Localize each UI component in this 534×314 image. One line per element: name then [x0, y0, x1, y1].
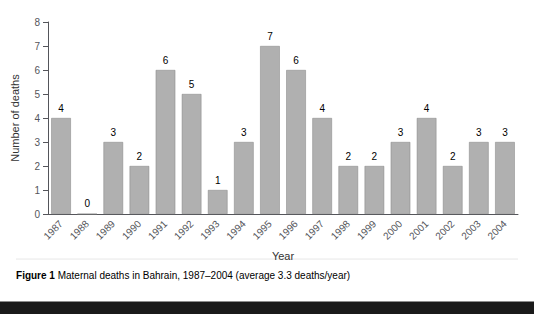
svg-text:2: 2: [372, 151, 378, 162]
svg-text:7: 7: [267, 31, 273, 42]
svg-text:4: 4: [319, 103, 325, 114]
svg-text:2004: 2004: [485, 218, 509, 242]
svg-text:1989: 1989: [94, 218, 118, 242]
svg-text:1: 1: [215, 175, 221, 186]
svg-text:1992: 1992: [172, 218, 196, 242]
svg-text:3: 3: [502, 127, 508, 138]
svg-text:8: 8: [34, 17, 40, 28]
svg-text:1999: 1999: [355, 218, 379, 242]
svg-text:3: 3: [476, 127, 482, 138]
svg-text:2: 2: [345, 151, 351, 162]
svg-text:1998: 1998: [329, 218, 353, 242]
svg-text:5: 5: [34, 89, 40, 100]
svg-text:0: 0: [84, 198, 90, 209]
svg-text:7: 7: [34, 41, 40, 52]
svg-text:1994: 1994: [224, 218, 248, 242]
svg-text:2000: 2000: [381, 218, 405, 242]
svg-text:2: 2: [137, 151, 143, 162]
svg-text:1987: 1987: [41, 218, 65, 242]
svg-text:Maternal deaths in Bahrain, 19: Maternal deaths in Bahrain, 1987–2004 (a…: [58, 270, 350, 281]
svg-text:1995: 1995: [250, 218, 274, 242]
svg-text:Year: Year: [272, 250, 295, 262]
svg-text:3: 3: [34, 137, 40, 148]
svg-text:1: 1: [34, 185, 40, 196]
svg-text:1990: 1990: [120, 218, 144, 242]
svg-text:2001: 2001: [407, 218, 431, 242]
svg-text:2: 2: [450, 151, 456, 162]
svg-text:3: 3: [398, 127, 404, 138]
svg-text:1996: 1996: [276, 218, 300, 242]
svg-text:6: 6: [163, 55, 169, 66]
svg-text:Figure 1: Figure 1: [16, 270, 55, 281]
svg-text:1997: 1997: [303, 218, 327, 242]
svg-text:3: 3: [110, 127, 116, 138]
svg-text:1993: 1993: [198, 218, 222, 242]
svg-text:2002: 2002: [433, 218, 457, 242]
svg-text:4: 4: [34, 113, 40, 124]
svg-text:4: 4: [58, 103, 64, 114]
svg-text:6: 6: [34, 65, 40, 76]
svg-text:4: 4: [424, 103, 430, 114]
svg-text:0: 0: [34, 209, 40, 220]
svg-text:6: 6: [293, 55, 299, 66]
svg-text:Number of deaths: Number of deaths: [9, 74, 21, 162]
svg-text:3: 3: [241, 127, 247, 138]
svg-text:2: 2: [34, 161, 40, 172]
svg-text:1988: 1988: [68, 218, 92, 242]
svg-text:1991: 1991: [146, 218, 170, 242]
svg-text:2003: 2003: [459, 218, 483, 242]
svg-text:5: 5: [189, 79, 195, 90]
